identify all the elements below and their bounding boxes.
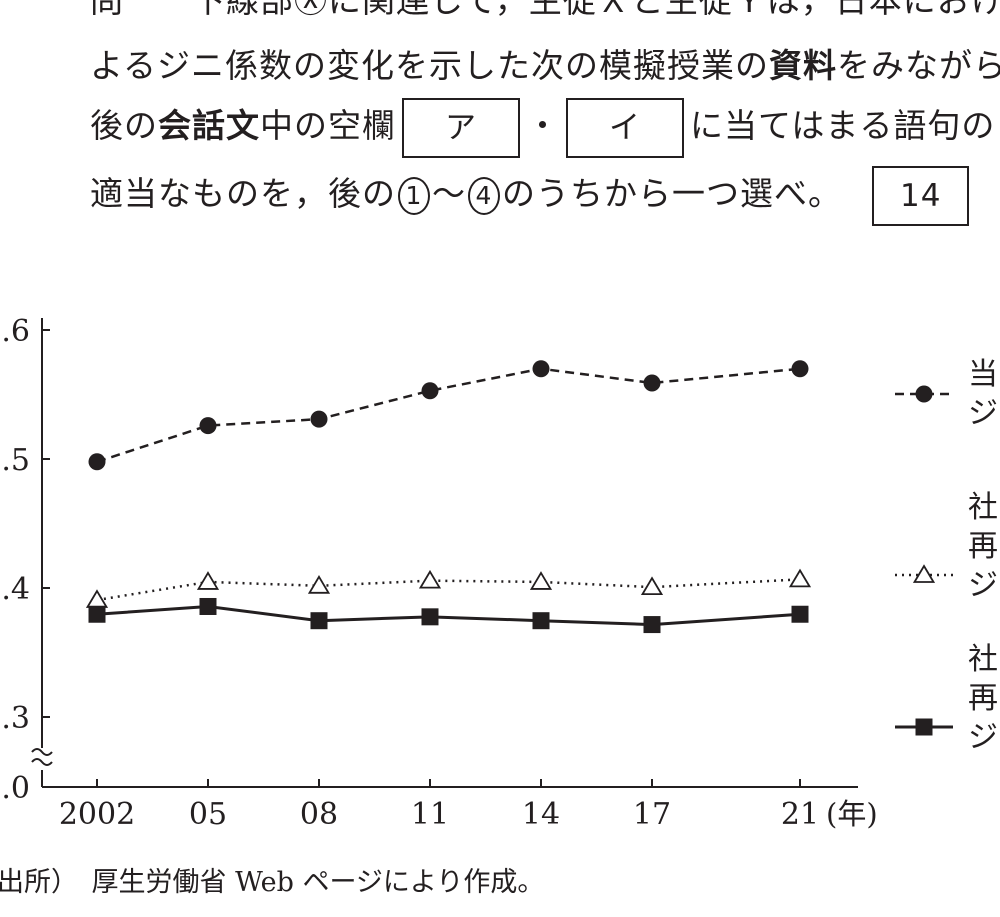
legend-label-series-3: 社 再 ジ (968, 640, 998, 757)
question-text-2b: 中の空欄 (260, 106, 396, 145)
series-2-point (788, 568, 812, 588)
x-tick-label: 14 (522, 797, 560, 832)
legend-label-series-1: 当 ジ (968, 355, 998, 433)
series-3-point (199, 597, 217, 615)
question-text-2a: 後の (90, 106, 158, 145)
series-2-point (418, 569, 442, 589)
separator-dot: ・ (526, 106, 560, 145)
series-1-point (199, 417, 217, 435)
legend-series-2-line-3: ジ (968, 568, 998, 603)
legend-series-3-line-2: 再 (968, 681, 998, 716)
series-1-point (88, 453, 106, 471)
question-text-3b: のうちから一つ選べ。 (502, 174, 842, 213)
series-2-point (640, 576, 664, 596)
question-text-2c: に当てはまる語句の (690, 106, 996, 145)
series-3-point (532, 612, 550, 630)
blank-box-a: ア (402, 98, 520, 158)
chart-legend (895, 385, 953, 736)
y-tick-label: .0 (1, 771, 30, 806)
legend-series-1-marker (915, 385, 933, 403)
question-line-1: よるジニ係数の変化を示した次の模擬授業の資料をみながら (90, 39, 1000, 87)
series-3-point (310, 612, 328, 630)
y-tick-label: .6 (1, 314, 30, 349)
series-3-point (643, 616, 661, 634)
legend-series-3-line-3: ジ (968, 720, 998, 755)
question-line-2: 後の会話文中の空欄ア・イに当てはまる語句の (90, 98, 995, 158)
series-3-point (88, 605, 106, 623)
question-text-1a: よるジニ係数の変化を示した次の模擬授業の (90, 46, 770, 85)
series-2-point (529, 571, 553, 590)
question-bold-material: 資料 (769, 46, 838, 85)
series-2-point (85, 589, 109, 608)
series-2-point (196, 571, 220, 590)
y-tick-label: .4 (1, 572, 30, 607)
x-tick-label: 08 (300, 797, 338, 832)
x-tick-label: 17 (633, 797, 671, 832)
source-note: 出所） 厚生労働省 Web ページにより作成。 (0, 867, 545, 898)
blank-box-i: イ (566, 98, 684, 158)
series-1-point (791, 360, 809, 378)
series-1-line (96, 367, 801, 463)
x-tick-label: 11 (411, 797, 449, 832)
circled-number-4: 4 (468, 177, 500, 215)
question-text-1b: をみながら (837, 46, 1000, 85)
y-axis-break-mark (31, 748, 53, 756)
tilde: ～ (432, 174, 466, 213)
question-line-0: 問 下線部Ⓧに関連して，生徒Ｘと生徒Ｙは，日本における (90, 0, 1000, 22)
series-1-point (643, 374, 661, 392)
x-tick-label: 05 (189, 797, 227, 832)
chart-series (85, 360, 812, 634)
legend-series-1-line-2: ジ (968, 396, 998, 431)
legend-series-3-marker (915, 718, 933, 736)
circled-number-1: 1 (398, 177, 430, 215)
legend-label-series-2: 社 再 ジ (968, 488, 998, 605)
legend-series-2-line-2: 再 (968, 529, 998, 564)
question-text-3a: 適当なものを，後の (90, 174, 396, 213)
series-1-point (421, 382, 439, 400)
series-1-point (532, 360, 550, 378)
x-tick-label: 21 (781, 797, 819, 832)
series-2-point (307, 575, 331, 594)
x-axis-unit-label: (年) (826, 797, 878, 831)
y-axis-break-mark (31, 758, 53, 766)
legend-series-3-line-1: 社 (968, 642, 998, 677)
legend-series-1-line-1: 当 (968, 357, 998, 392)
x-tick-label: 2002 (59, 797, 135, 832)
legend-series-2-line-1: 社 (968, 490, 998, 525)
question-text-0: 問 下線部Ⓧに関連して，生徒Ｘと生徒Ｙは，日本における (90, 0, 1000, 20)
y-tick-label: .3 (1, 701, 30, 736)
legend-series-2-marker (912, 564, 936, 583)
series-3-point (791, 605, 809, 623)
series-1-point (310, 410, 328, 428)
question-bold-dialogue: 会話文 (158, 106, 260, 145)
question-line-3: 適当なものを，後の 1 ～ 4 のうちから一つ選べ。 14 (90, 166, 975, 226)
answer-number-box: 14 (872, 166, 970, 226)
series-3-point (421, 608, 439, 626)
chart-axes: .6 .5 .4 .3 .0 2002 05 08 11 14 17 21 (年) (1, 314, 877, 832)
y-tick-label: .5 (1, 443, 30, 478)
